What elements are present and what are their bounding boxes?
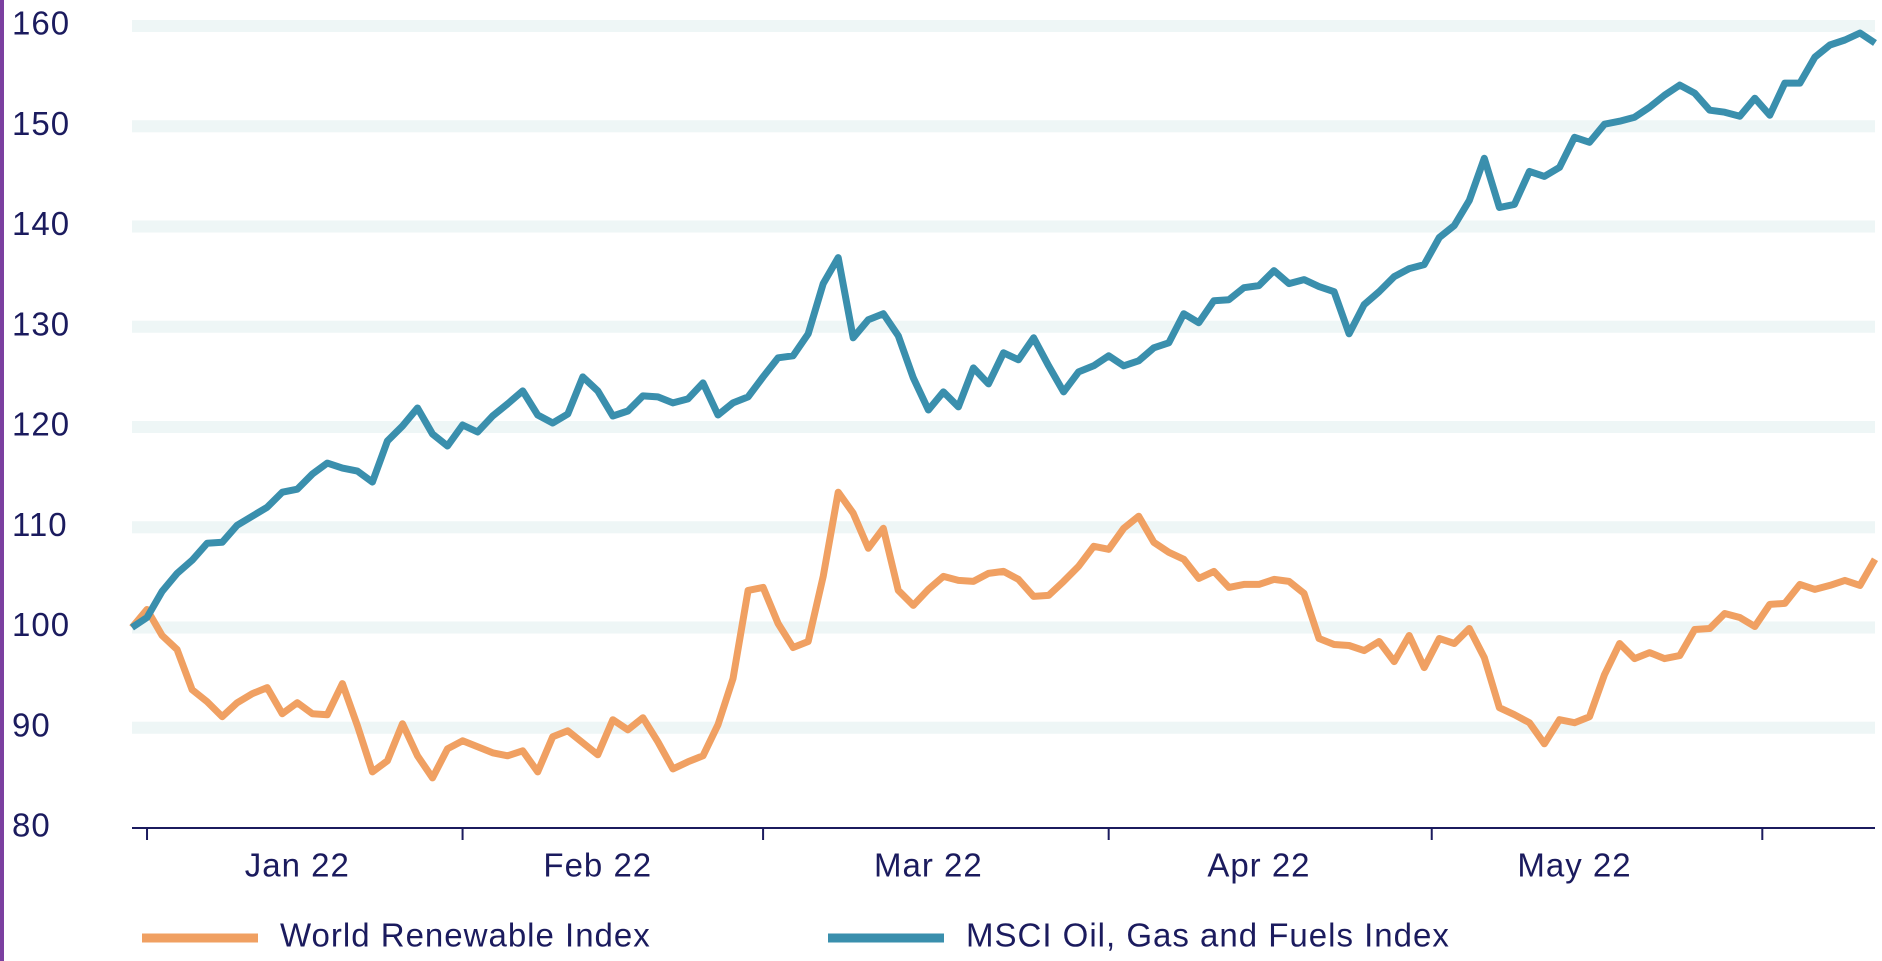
series-line <box>130 29 1877 631</box>
x-tick-label: Apr 22 <box>1207 847 1310 884</box>
y-tick-label: 80 <box>12 807 51 844</box>
legend-label: World Renewable Index <box>280 917 651 954</box>
x-tick-label: Jan 22 <box>245 847 350 884</box>
x-tick-label: Feb 22 <box>543 847 652 884</box>
y-tick-label: 130 <box>12 305 70 342</box>
y-tick-label: 140 <box>12 205 70 242</box>
series-line <box>129 488 1879 782</box>
legend-label: MSCI Oil, Gas and Fuels Index <box>966 917 1450 954</box>
y-tick-label: 90 <box>12 706 51 743</box>
y-tick-label: 160 <box>12 5 70 42</box>
x-tick-label: May 22 <box>1517 847 1631 884</box>
y-tick-label: 120 <box>12 406 70 443</box>
y-tick-label: 150 <box>12 105 70 142</box>
x-tick-label: Mar 22 <box>874 847 983 884</box>
y-tick-label: 110 <box>12 506 68 543</box>
y-tick-label: 100 <box>12 606 70 643</box>
left-border <box>0 0 4 961</box>
